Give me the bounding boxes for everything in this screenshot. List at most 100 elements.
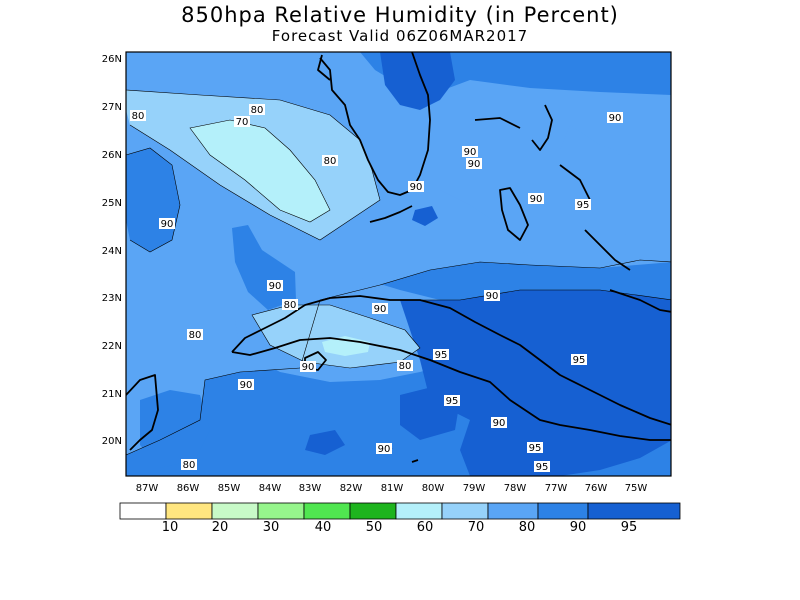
contour-line-1 [126, 89, 381, 241]
contour-label: 90 [376, 443, 392, 455]
lat-tick: 22N [102, 341, 122, 352]
svg-text:95: 95 [529, 443, 542, 454]
lon-tick: 85W [218, 483, 241, 494]
svg-text:90: 90 [269, 281, 282, 292]
svg-text:95: 95 [573, 355, 586, 366]
svg-text:95: 95 [536, 462, 549, 473]
svg-text:80: 80 [399, 361, 412, 372]
contour-label: 90 [238, 379, 254, 391]
colorbar-label: 10 [162, 520, 179, 535]
contour-label: 90 [159, 218, 175, 230]
colorbar-label: 40 [315, 520, 332, 535]
contour-label: 80 [181, 459, 197, 471]
svg-text:90: 90 [530, 194, 543, 205]
florida-keys [369, 205, 413, 223]
contour-label: 90 [372, 303, 388, 315]
lon-tick: 77W [545, 483, 568, 494]
colorbar-label: 95 [621, 520, 638, 535]
lon-tick: 78W [504, 483, 527, 494]
svg-text:90: 90 [240, 380, 253, 391]
svg-text:80: 80 [132, 111, 145, 122]
contour-label: 95 [571, 354, 587, 366]
svg-text:80: 80 [284, 300, 297, 311]
colorbar-label: 70 [468, 520, 485, 535]
lon-tick: 76W [585, 483, 608, 494]
lat-tick: 21N [102, 389, 122, 400]
svg-text:90: 90 [609, 113, 622, 124]
lon-axis: 87W 86W 85W 84W 83W 82W 81W 80W 79W 78W … [136, 483, 648, 494]
colorbar: 10 20 30 40 50 60 70 80 90 95 [119, 502, 681, 535]
lat-tick: 23N [102, 293, 122, 304]
svg-text:90: 90 [468, 159, 481, 170]
svg-text:95: 95 [435, 350, 448, 361]
contour-label: 70 [234, 116, 250, 128]
cuba-coast [231, 295, 671, 441]
colorbar-swatch [587, 502, 681, 520]
contour-label: 90 [491, 417, 507, 429]
contour-label: 90 [408, 181, 424, 193]
contour-label: 95 [444, 395, 460, 407]
colorbar-swatch [165, 502, 213, 520]
contour-label: 90 [607, 112, 623, 124]
svg-text:90: 90 [410, 182, 423, 193]
svg-text:80: 80 [183, 460, 196, 471]
colorbar-label: 60 [417, 520, 434, 535]
contour-label: 90 [466, 158, 482, 170]
colorbar-label: 90 [570, 520, 587, 535]
lon-tick: 84W [259, 483, 282, 494]
contour-lines [126, 89, 671, 456]
map-frame [125, 51, 672, 477]
bahamas-andros [499, 187, 529, 241]
colorbar-label: 20 [212, 520, 229, 535]
lat-tick: 27N [102, 102, 122, 113]
contour-label: 90 [462, 146, 478, 158]
contour-line-6 [251, 304, 421, 369]
contour-label: 80 [249, 104, 265, 116]
svg-text:90: 90 [161, 219, 174, 230]
lon-tick: 81W [381, 483, 404, 494]
lat-tick: 25N [102, 198, 122, 209]
colorbar-swatch [303, 502, 351, 520]
contour-label: 80 [322, 155, 338, 167]
band-95-100-blob-2 [305, 430, 345, 455]
lat-tick: 24N [102, 246, 122, 257]
bahamas-grand [474, 117, 521, 129]
colorbar-swatch [441, 502, 489, 520]
svg-text:95: 95 [577, 200, 590, 211]
svg-text:90: 90 [302, 362, 315, 373]
contour-label: 80 [282, 299, 298, 311]
lat-axis: 26N 27N 26N 25N 24N 23N 22N 21N 20N [102, 54, 122, 447]
colorbar-swatch [119, 502, 167, 520]
band-95-100-florida [380, 52, 455, 110]
colorbar-label: 30 [263, 520, 280, 535]
contour-label: 80 [130, 110, 146, 122]
svg-text:90: 90 [486, 291, 499, 302]
contour-label: 90 [267, 280, 283, 292]
contour-label: 90 [300, 361, 316, 373]
bahamas-eleuthera [559, 164, 591, 201]
colorbar-label: 50 [366, 520, 383, 535]
svg-text:90: 90 [464, 147, 477, 158]
lon-tick: 86W [177, 483, 200, 494]
lon-tick: 79W [463, 483, 486, 494]
band-95-100-southeast [400, 290, 671, 476]
map-subtitle: Forecast Valid 06Z06MAR2017 [271, 27, 529, 45]
bahamas-exuma [584, 229, 631, 271]
contour-label: 80 [397, 360, 413, 372]
svg-text:80: 80 [324, 156, 337, 167]
lat-tick: 26N [102, 150, 122, 161]
contour-label: 95 [534, 461, 550, 473]
lat-tick: 20N [102, 436, 122, 447]
contour-label: 90 [528, 193, 544, 205]
svg-text:80: 80 [189, 330, 202, 341]
colorbar-swatch [395, 502, 443, 520]
colorbar-swatch [349, 502, 397, 520]
colorbar-swatch [537, 502, 589, 520]
svg-text:90: 90 [378, 444, 391, 455]
colorbar-swatch [257, 502, 305, 520]
lon-tick: 80W [422, 483, 445, 494]
yucatan-coast [126, 374, 159, 451]
band-80-90-tongue [430, 80, 671, 268]
contour-label: 95 [433, 349, 449, 361]
